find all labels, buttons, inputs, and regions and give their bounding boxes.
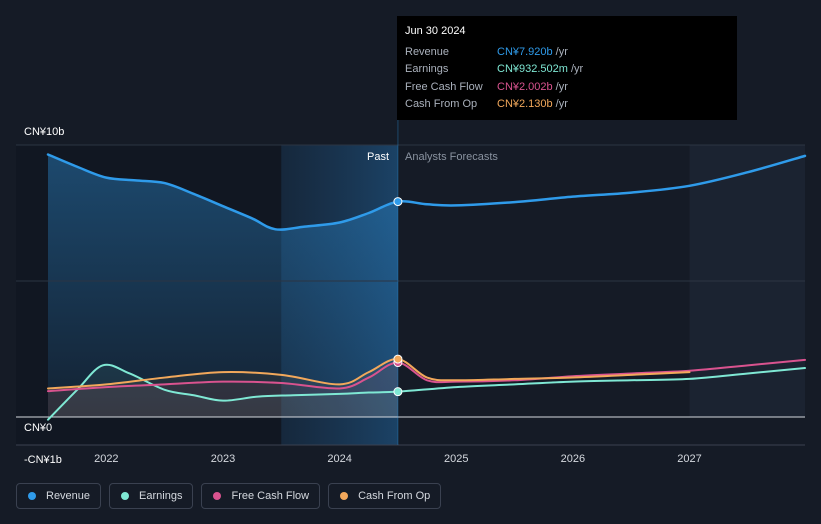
tooltip-unit: /yr [555, 80, 568, 93]
tooltip-row: Cash From Op CN¥2.130b/yr [405, 96, 729, 114]
revenue-marker [393, 197, 403, 207]
tooltip-date: Jun 30 2024 [405, 25, 466, 37]
cash-from-op-line [47, 358, 691, 390]
y-tick-label: CN¥10b [24, 126, 64, 138]
legend-item-free-cash-flow[interactable]: Free Cash Flow [201, 483, 321, 509]
tooltip-value: CN¥2.130b [497, 98, 553, 111]
earnings-marker [393, 387, 403, 397]
legend-label: Cash From Op [358, 490, 431, 502]
y-tick-label: CN¥0 [24, 422, 52, 434]
tooltip-row: Revenue CN¥7.920b/yr [405, 43, 729, 61]
earnings-area [48, 364, 398, 420]
tooltip-label: Revenue [405, 45, 450, 58]
legend-item-revenue[interactable]: Revenue [16, 483, 102, 509]
cash-from-op-area [48, 359, 398, 417]
tooltip-unit: /yr [555, 98, 568, 111]
legend-dot-icon [121, 492, 130, 500]
y-tick-label: -CN¥1b [24, 454, 62, 466]
cash-from-op-marker [393, 354, 403, 364]
tooltip-unit: /yr [570, 63, 584, 76]
tooltip-label: Cash From Op [405, 98, 478, 111]
x-tick-label: 2022 [94, 453, 118, 465]
tooltip: Jun 30 2024 Revenue CN¥7.920b/yr Earnings C… [397, 16, 737, 120]
x-tick-label: 2026 [561, 453, 585, 465]
legend-dot-icon [213, 492, 222, 500]
legend: Revenue Earnings Free Cash Flow Cash From O… [16, 483, 442, 509]
free-cash-flow-area [48, 362, 398, 417]
tooltip-value: CN¥2.002b [497, 80, 553, 93]
x-tick-label: 2023 [211, 453, 235, 465]
x-tick-label: 2024 [327, 453, 351, 465]
chart-area: Past Analysts Forecasts CN¥10b CN¥0 -CN¥1b… [16, 120, 807, 466]
tooltip-unit: /yr [555, 45, 568, 58]
forecast-label: Analysts Forecasts [405, 151, 498, 163]
tooltip-row: Free Cash Flow CN¥2.002b/yr [405, 78, 729, 96]
legend-item-cash-from-op[interactable]: Cash From Op [328, 483, 442, 509]
legend-label: Earnings [139, 490, 183, 502]
revenue-line [46, 153, 807, 231]
tooltip-value: CN¥932.502m [497, 63, 568, 76]
x-tick-label: 2025 [444, 453, 468, 465]
legend-label: Revenue [46, 490, 91, 502]
legend-dot-icon [340, 492, 349, 500]
legend-dot-icon [28, 492, 36, 500]
free-cash-flow-line [47, 358, 806, 393]
tooltip-label: Free Cash Flow [405, 80, 483, 93]
tooltip-row: Earnings CN¥932.502m/yr [405, 61, 729, 79]
tooltip-label: Earnings [405, 63, 449, 76]
x-tick-label: 2027 [677, 453, 701, 465]
past-label: Past [367, 151, 389, 163]
revenue-area [48, 154, 398, 417]
tooltip-value: CN¥7.920b [497, 45, 553, 58]
legend-label: Free Cash Flow [231, 490, 310, 502]
legend-item-earnings[interactable]: Earnings [109, 483, 194, 509]
earnings-line [47, 363, 806, 421]
